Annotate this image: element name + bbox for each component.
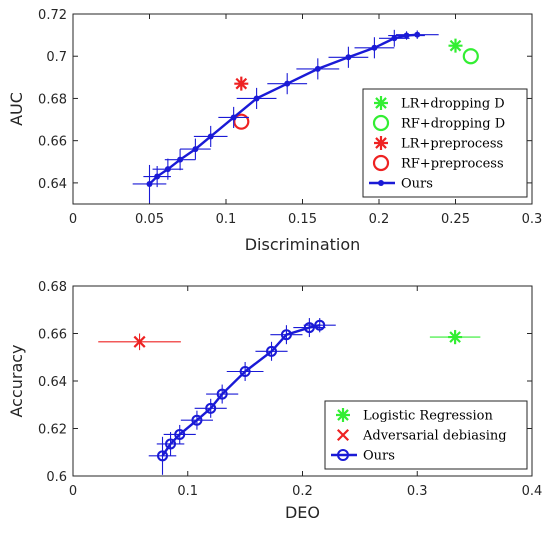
x-axis-label: Discrimination (245, 235, 361, 254)
y-tick-label: 0.64 (38, 375, 67, 390)
legend-marker (378, 180, 384, 186)
data-point (266, 345, 278, 357)
y-axis-label: Accuracy (7, 344, 26, 417)
data-point (233, 113, 250, 130)
y-tick-label: 0.6 (46, 470, 67, 485)
data-point (280, 329, 292, 341)
data-point (146, 180, 153, 187)
legend-label: LR+dropping D (401, 97, 505, 112)
x-tick-label: 0 (69, 212, 77, 227)
y-tick-label: 0.7 (46, 50, 67, 65)
legend-marker (374, 136, 388, 150)
y-tick-label: 0.66 (38, 328, 67, 343)
legend: Logistic Regression Adversarial debiasing… (324, 400, 528, 470)
x-tick-label: 0.1 (216, 212, 237, 227)
legend: LR+dropping D RF+dropping D LR+preprocess R… (362, 88, 528, 198)
legend-label: Ours (363, 449, 395, 464)
data-point (165, 438, 177, 450)
x-tick-label: 0.3 (522, 212, 543, 227)
series-lr-dropping-d (448, 38, 463, 53)
data-point (448, 38, 463, 53)
data-layer (98, 318, 481, 475)
series-ours (148, 318, 336, 475)
data-point (448, 330, 463, 345)
chart-panel-2: 0 0.1 0.2 0.3 0.4 0.6 0.62 0.64 0.66 0.68 DEO Accur… (7, 280, 542, 522)
data-point (177, 156, 184, 163)
legend-label: Logistic Regression (363, 409, 493, 424)
data-point (303, 322, 315, 334)
legend-label: Adversarial debiasing (362, 429, 507, 444)
x-tick-label: 0.4 (522, 484, 543, 499)
legend-label: LR+preprocess (401, 137, 503, 152)
data-point (314, 319, 326, 331)
data-layer (132, 29, 479, 203)
x-axis-label: DEO (285, 503, 320, 522)
data-point (205, 402, 217, 414)
series-rf-dropping-d (462, 48, 479, 65)
legend-marker (336, 428, 350, 442)
legend-label: Ours (401, 177, 433, 192)
legend-box (324, 400, 528, 470)
y-tick-label: 0.66 (38, 135, 67, 150)
y-tick-label: 0.62 (38, 423, 67, 438)
data-point (133, 335, 146, 348)
series-adversarial-debiasing (98, 333, 181, 351)
x-tick-label: 0.2 (292, 484, 313, 499)
data-point (414, 31, 421, 38)
legend-marker (372, 154, 390, 172)
data-point (234, 76, 249, 91)
x-tick-label: 0.05 (135, 212, 164, 227)
x-tick-label: 0 (69, 484, 77, 499)
y-tick-label: 0.72 (38, 8, 67, 23)
series-rf-preprocess (233, 113, 250, 130)
data-point (164, 166, 171, 173)
data-point (314, 65, 321, 72)
data-point (207, 133, 214, 140)
data-point (216, 388, 228, 400)
x-tick-label: 0.15 (288, 212, 317, 227)
data-point (284, 80, 291, 87)
x-tick-label: 0.3 (407, 484, 428, 499)
data-point (239, 366, 251, 377)
legend-marker (336, 408, 350, 422)
x-tick-label: 0.25 (441, 212, 470, 227)
legend-label: RF+dropping D (401, 117, 505, 132)
series-ours (132, 29, 439, 203)
data-point (157, 450, 169, 462)
legend-box (362, 88, 528, 198)
y-tick-label: 0.64 (38, 177, 67, 192)
data-point (391, 35, 398, 42)
data-point (403, 32, 410, 39)
data-point (230, 114, 237, 121)
y-tick-label: 0.68 (38, 92, 67, 107)
chart-panel-1: 0 0.05 0.1 0.15 0.2 0.25 0.3 0.64 0.66 0.68 0.7 0.7… (7, 8, 542, 254)
data-point (191, 414, 203, 426)
x-tick-label: 0.1 (177, 484, 198, 499)
series-lr-preprocess (234, 76, 249, 91)
x-tick-label: 0.2 (369, 212, 390, 227)
legend-marker (337, 449, 349, 461)
data-point (154, 173, 161, 180)
legend-marker (374, 96, 388, 110)
series-logistic-regression (429, 329, 481, 345)
y-tick-label: 0.68 (38, 280, 67, 295)
data-point (462, 48, 479, 65)
data-point (192, 146, 199, 153)
data-point (371, 44, 378, 51)
legend-label: RF+preprocess (401, 157, 504, 172)
data-point (253, 95, 260, 102)
data-point (345, 54, 352, 61)
legend-marker (372, 114, 390, 132)
data-point (174, 428, 186, 440)
y-axis-label: AUC (7, 92, 26, 126)
